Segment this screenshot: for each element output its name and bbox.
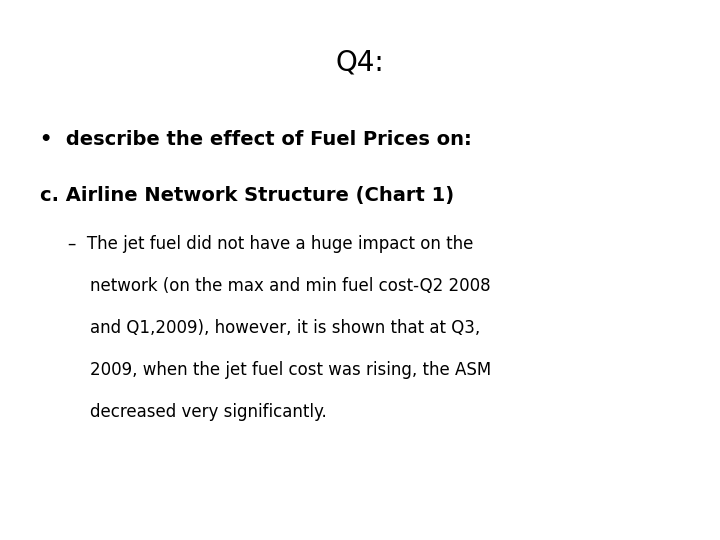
Text: Q4:: Q4: [336,49,384,77]
Text: •  describe the effect of Fuel Prices on:: • describe the effect of Fuel Prices on: [40,130,472,148]
Text: –  The jet fuel did not have a huge impact on the: – The jet fuel did not have a huge impac… [68,235,474,253]
Text: decreased very significantly.: decreased very significantly. [90,403,327,421]
Text: c. Airline Network Structure (Chart 1): c. Airline Network Structure (Chart 1) [40,186,454,205]
Text: and Q1,2009), however, it is shown that at Q3,: and Q1,2009), however, it is shown that … [90,319,480,337]
Text: 2009, when the jet fuel cost was rising, the ASM: 2009, when the jet fuel cost was rising,… [90,361,491,379]
Text: network (on the max and min fuel cost-Q2 2008: network (on the max and min fuel cost-Q2… [90,277,490,295]
